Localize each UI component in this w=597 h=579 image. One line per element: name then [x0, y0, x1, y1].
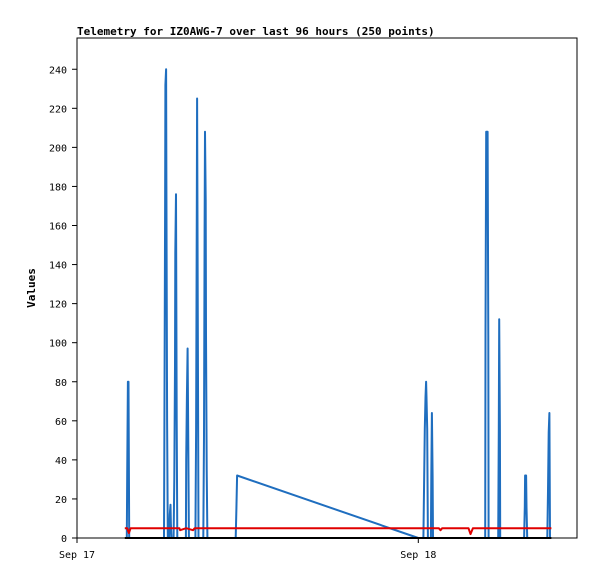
y-tick-label: 100 — [49, 339, 67, 350]
series-group — [124, 68, 552, 539]
y-tick-label: 60 — [55, 417, 67, 428]
chart-title: Telemetry for IZ0AWG-7 over last 96 hour… — [77, 25, 435, 38]
y-tick-label: 20 — [55, 495, 67, 506]
x-tick-label: Sep 18 — [400, 550, 436, 561]
series-line-2 — [124, 527, 552, 536]
x-tick-label: Sep 17 — [59, 550, 95, 561]
y-tick-label: 240 — [49, 65, 67, 76]
y-tick-label: 220 — [49, 104, 67, 115]
y-tick-label: 160 — [49, 222, 67, 233]
y-tick-label: 0 — [61, 534, 67, 545]
y-tick-label: 180 — [49, 182, 67, 193]
y-tick-label: 40 — [55, 456, 67, 467]
x-axis: Sep 17 Sep 18 — [59, 538, 436, 561]
series-line-1 — [125, 68, 551, 539]
y-tick-label: 80 — [55, 378, 67, 389]
y-tick-label: 140 — [49, 261, 67, 272]
y-tick-label: 200 — [49, 143, 67, 154]
y-axis: 0 20 40 60 80 100 120 140 160 180 200 220 240 — [49, 65, 77, 545]
y-tick-label: 120 — [49, 300, 67, 311]
plot-frame — [76, 37, 578, 539]
y-axis-label: Values — [25, 268, 38, 308]
